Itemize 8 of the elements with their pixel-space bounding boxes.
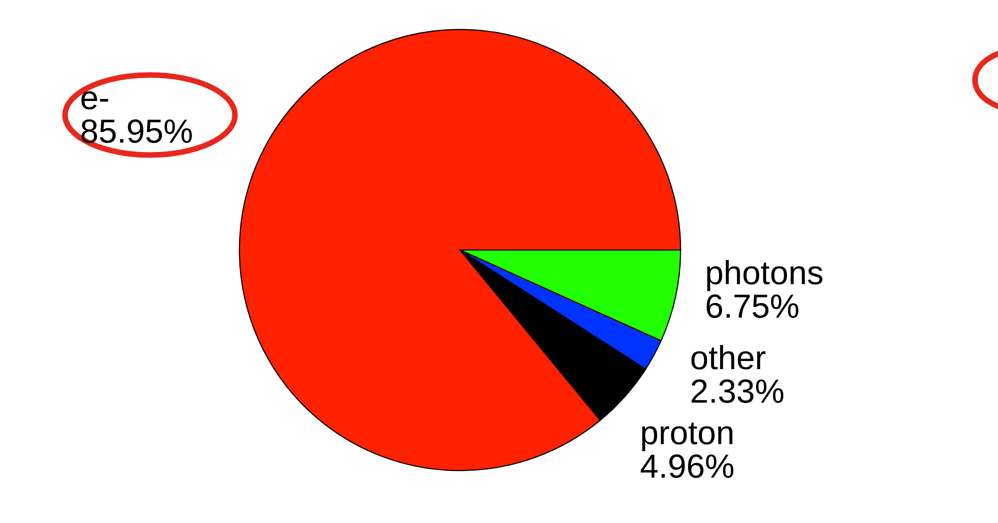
slice-label: other	[691, 345, 766, 370]
data-label: 2.33%	[692, 379, 784, 403]
slice-label: e-	[81, 91, 108, 110]
data-label: 4.96%	[640, 454, 734, 478]
data-label: 6.75%	[706, 294, 798, 318]
data-label: 85.95%	[81, 119, 192, 143]
slice-label: photons	[707, 260, 822, 292]
slice-label: proton	[642, 422, 732, 452]
